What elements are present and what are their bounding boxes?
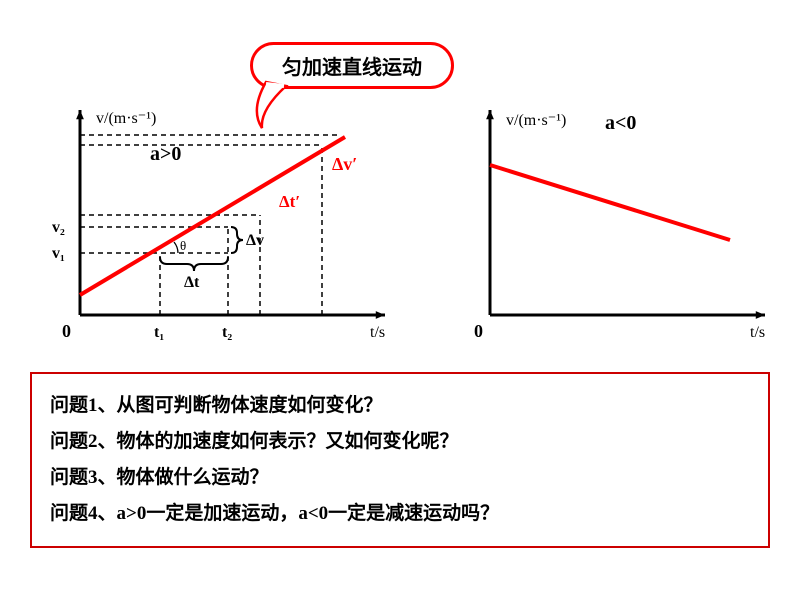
svg-text:a>0: a>0 (150, 143, 181, 165)
svg-text:t₂: t₂ (222, 324, 232, 340)
svg-text:a<0: a<0 (605, 112, 636, 134)
svg-text:t/s: t/s (750, 324, 765, 340)
svg-text:t₁: t₁ (154, 324, 164, 340)
chart-left: v/(m·s⁻¹) t/s 0 a>0 θ v₁ v₂ t₁ t₂ Δt Δv Δt′ Δv′ (50, 105, 400, 340)
svg-text:v₂: v₂ (52, 219, 65, 236)
question-2: 问题2、物体的加速度如何表示？又如何变化呢？ (50, 424, 750, 460)
svg-text:v/(m·s⁻¹): v/(m·s⁻¹) (506, 112, 566, 129)
chart-right: v/(m·s⁻¹) t/s 0 a<0 (470, 105, 780, 340)
svg-text:t/s: t/s (370, 324, 385, 340)
svg-text:0: 0 (474, 321, 483, 340)
questions-box: 问题1、从图可判断物体速度如何变化？问题2、物体的加速度如何表示？又如何变化呢？… (30, 372, 770, 548)
svg-text:Δt′: Δt′ (279, 192, 300, 211)
svg-text:Δt: Δt (184, 274, 200, 291)
svg-text:Δv: Δv (246, 232, 264, 249)
svg-text:v/(m·s⁻¹): v/(m·s⁻¹) (96, 110, 156, 127)
svg-text:v₁: v₁ (52, 245, 65, 262)
svg-text:θ: θ (180, 238, 186, 253)
question-3: 问题3、物体做什么运动？ (50, 460, 750, 496)
svg-text:Δv′: Δv′ (332, 154, 357, 174)
svg-text:0: 0 (62, 321, 71, 340)
question-1: 问题1、从图可判断物体速度如何变化？ (50, 388, 750, 424)
question-4: 问题4、a>0一定是加速运动，a<0一定是减速运动吗？ (50, 496, 750, 532)
